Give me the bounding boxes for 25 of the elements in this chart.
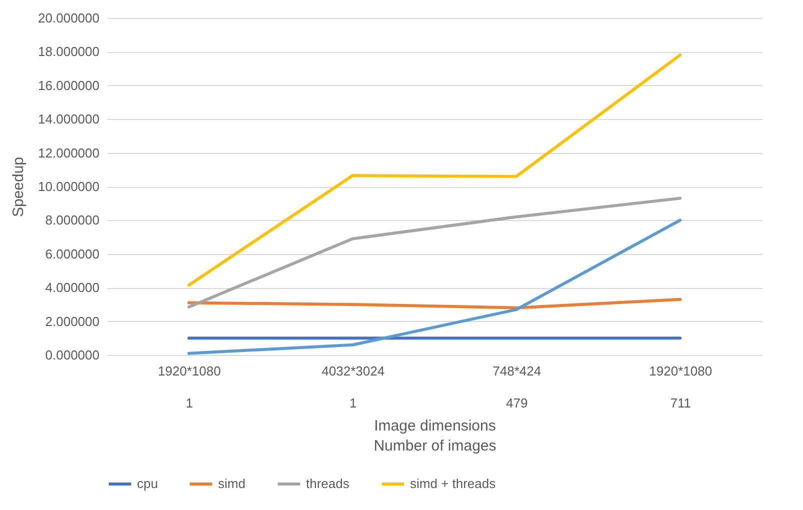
line-series bbox=[187, 298, 682, 310]
y-tick-label: 14.000000 bbox=[38, 112, 100, 127]
legend-label: simd + threads bbox=[410, 476, 496, 491]
y-tick-label: 10.000000 bbox=[38, 179, 100, 194]
y-tick-label: 16.000000 bbox=[38, 78, 100, 93]
legend-label: cpu bbox=[137, 476, 158, 491]
category-label: 748*424 479 bbox=[492, 364, 542, 410]
line-series bbox=[187, 218, 682, 355]
x-axis-title: Image dimensions Number of images bbox=[374, 418, 496, 454]
y-tick-label: 18.000000 bbox=[38, 44, 100, 60]
y-tick-label: 4.000000 bbox=[45, 280, 100, 296]
y-tick-label: 12.000000 bbox=[38, 145, 100, 160]
line-series bbox=[187, 54, 682, 287]
y-axis-title: Speedup bbox=[10, 156, 28, 218]
y-tick-label: 6.000000 bbox=[45, 246, 100, 262]
y-tick-label: 0.000000 bbox=[45, 348, 100, 362]
y-tick-label: 8.000000 bbox=[45, 212, 100, 228]
category-label: 4032*3024 1 bbox=[322, 364, 385, 410]
legend-label: simd bbox=[218, 476, 246, 491]
category-label: 1920*1080 711 bbox=[649, 364, 712, 410]
line-series bbox=[187, 196, 682, 308]
y-tick-label: 2.000000 bbox=[45, 314, 100, 329]
y-tick-label: 20.000000 bbox=[38, 10, 100, 26]
legend-label: threads bbox=[306, 476, 350, 491]
category-label: 1920*1080 1 bbox=[158, 364, 221, 410]
